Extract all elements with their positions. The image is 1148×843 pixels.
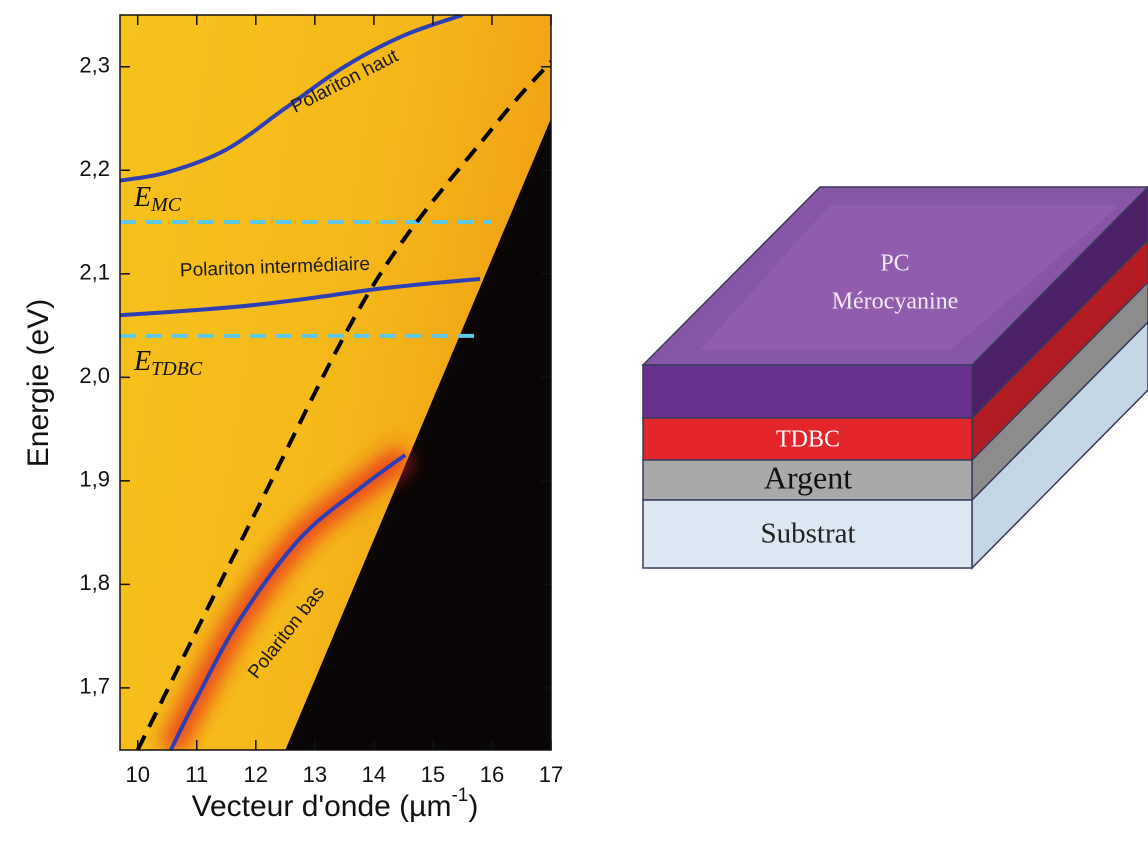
x-tick-label: 14 (362, 762, 386, 787)
tdbc-front (642, 417, 973, 461)
reference-label: ETDBC (133, 346, 203, 379)
reference-symbol: E (133, 182, 151, 213)
y-tick-label: 1,8 (79, 570, 110, 595)
y-tick-label: 2,0 (79, 363, 110, 388)
axes: 10 11 12 13 14 15 16 17 1,7 1,8 1,9 2,0 2,1 2,2 2,3 (79, 14, 563, 787)
reference-symbol: E (133, 346, 151, 377)
x-tick-label: 11 (185, 762, 208, 787)
series-line (135, 60, 551, 750)
shaded-region (285, 118, 551, 750)
reference-subscript: MC (150, 194, 182, 216)
layer-diagram (641, 185, 1148, 570)
pc-top-highlight (700, 205, 1120, 350)
layer-label: Argent (764, 459, 852, 495)
argent-front (642, 459, 973, 501)
plot-frame (119, 14, 552, 751)
series-line (168, 453, 407, 750)
layer-labels: PC Mérocyanine TDBC Argent Substrat (760, 251, 958, 550)
layer-label: Substrat (760, 518, 855, 550)
x-axis-label-sup: -1 (451, 785, 468, 806)
x-tick-label: 10 (125, 762, 149, 787)
x-tick-label: 16 (480, 762, 504, 787)
x-tick-label: 12 (244, 762, 268, 787)
x-axis-label-text: Vecteur d'onde (µm (192, 790, 452, 823)
y-tick-label: 1,7 (79, 674, 110, 699)
plot (120, 15, 551, 750)
y-tick-label: 2,2 (79, 156, 110, 181)
substrat-front (642, 499, 973, 569)
layer-label: Mérocyanine (832, 289, 959, 315)
x-tick-label: 15 (421, 762, 445, 787)
series-line (120, 15, 464, 183)
x-axis-label-end: ) (468, 790, 478, 823)
pc-front (642, 364, 973, 419)
y-axis-label: Energie (eV) (22, 299, 55, 467)
reference-label: EMC (133, 182, 182, 215)
x-tick-label: 13 (303, 762, 327, 787)
x-axis-label: Vecteur d'onde (µm-1) (192, 785, 479, 823)
y-tick-label: 1,9 (79, 467, 110, 492)
series-line (120, 276, 481, 318)
y-tick-label: 2,1 (79, 260, 110, 285)
layer-label: TDBC (776, 427, 840, 453)
layer-label: PC (880, 251, 909, 277)
y-tick-label: 2,3 (79, 53, 110, 78)
reference-subscript: TDBC (151, 358, 203, 380)
x-tick-label: 17 (539, 762, 563, 787)
